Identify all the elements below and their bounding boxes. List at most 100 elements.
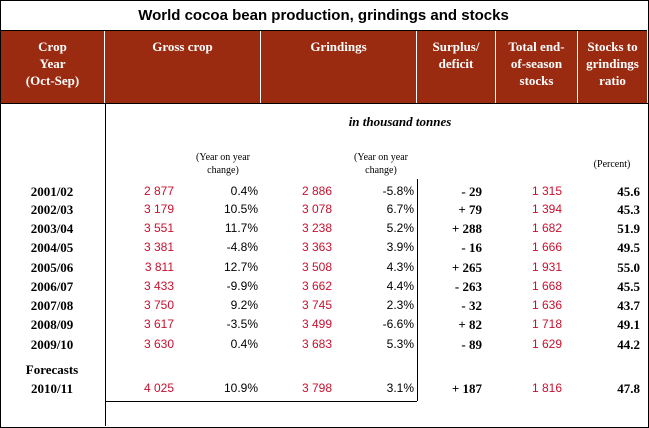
grind-change-cell: 4.3%	[386, 260, 414, 274]
gross-yoy-note: (Year on year change)	[182, 151, 264, 177]
gross-change-cell: -9.9%	[226, 279, 258, 293]
stocks-cell: 1 394	[531, 202, 562, 216]
gross-crop-cell: 2 877	[143, 184, 174, 198]
stocks-cell: 1 315	[531, 184, 562, 198]
stocks-cell: 1 816	[531, 381, 562, 395]
header-bottom-rule	[1, 103, 648, 104]
ratio-cell: 45.3	[617, 202, 640, 217]
header-surplus-line2: deficit	[438, 56, 474, 71]
header-crop-year: Crop Year (Oct-Sep)	[1, 31, 105, 103]
year-cell: 2008/09	[30, 317, 74, 332]
header-total-stocks-line2: of-season	[510, 56, 563, 71]
gross-crop-cell: 3 617	[143, 317, 174, 331]
grind-change-cell: 5.2%	[386, 221, 414, 235]
grind-change-cell: 3.1%	[386, 381, 414, 395]
grindings-cell: 3 499	[301, 317, 332, 331]
header-gross-crop: Gross crop	[105, 31, 261, 103]
gross-change-cell: 10.9%	[223, 381, 258, 395]
header-crop-year-line1: Crop	[38, 39, 67, 54]
gross-crop-cell: 3 179	[143, 202, 174, 216]
header-surplus: Surplus/ deficit	[417, 31, 496, 103]
ratio-cell: 45.6	[617, 184, 640, 199]
gross-yoy-note-line1: (Year on year	[196, 152, 250, 163]
gross-change-cell: 12.7%	[223, 260, 258, 274]
grindings-cell: 3 745	[301, 298, 332, 312]
year-cell: 2003/04	[30, 221, 74, 236]
ratio-cell: 49.1	[617, 317, 640, 332]
unit-label: in thousand tonnes	[348, 114, 452, 129]
header-crop-year-line3: (Oct-Sep)	[25, 73, 80, 88]
gross-change-cell: -3.5%	[226, 317, 258, 331]
forecast-row-rule	[105, 401, 417, 402]
grind-yoy-note: (Year on year change)	[340, 151, 422, 177]
grind-yoy-note-line1: (Year on year	[354, 152, 408, 163]
grindings-cell: 3 508	[301, 260, 332, 274]
gross-change-cell: 11.7%	[224, 221, 258, 235]
stocks-cell: 1 718	[531, 317, 562, 331]
surplus-cell: - 89	[461, 337, 482, 352]
gross-crop-cell: 3 433	[143, 279, 174, 293]
surplus-cell: - 263	[454, 279, 482, 294]
header-gross-crop-label: Gross crop	[152, 39, 213, 54]
gross-change-cell: 9.2%	[230, 298, 258, 312]
year-cell: 2007/08	[30, 298, 74, 313]
grindings-cell: 3 662	[301, 279, 332, 293]
year-cell: 2004/05	[30, 240, 74, 255]
header-total-stocks-line1: Total end-	[508, 39, 565, 54]
gross-change-cell: 0.4%	[230, 184, 258, 198]
gross-change-cell: 10.5%	[223, 202, 258, 216]
header-grindings-label: Grindings	[310, 39, 367, 54]
header-total-stocks-line3: stocks	[519, 73, 554, 88]
surplus-cell: + 187	[451, 381, 482, 396]
gross-crop-cell: 4 025	[143, 381, 174, 395]
ratio-cell: 43.7	[617, 298, 640, 313]
header-ratio-line2: grindings	[586, 56, 639, 71]
grind-change-cell: 3.9%	[386, 240, 414, 254]
grindings-cell: 3 798	[301, 381, 332, 395]
gross-change-cell: -4.8%	[226, 240, 258, 254]
percent-note: (Percent)	[593, 159, 631, 170]
header-ratio-line1: Stocks to	[587, 39, 638, 54]
surplus-cell: + 79	[458, 202, 482, 217]
stocks-cell: 1 668	[531, 279, 562, 293]
gross-change-cell: 0.4%	[230, 337, 258, 351]
year-column-rule	[105, 103, 106, 426]
stocks-cell: 1 636	[531, 298, 562, 312]
gross-crop-cell: 3 811	[144, 260, 174, 274]
grindings-cell: 3 078	[301, 202, 332, 216]
surplus-cell: + 288	[451, 221, 482, 236]
ratio-cell: 49.5	[617, 240, 640, 255]
gross-crop-cell: 3 381	[143, 240, 174, 254]
grindings-cell: 3 683	[301, 337, 332, 351]
grind-change-cell: 2.3%	[386, 298, 414, 312]
header-ratio-line3: ratio	[599, 73, 626, 88]
surplus-cell: + 265	[451, 260, 482, 275]
surplus-cell: + 82	[458, 317, 482, 332]
ratio-cell: 44.2	[617, 337, 640, 352]
stocks-cell: 1 682	[531, 221, 562, 235]
ratio-cell: 45.5	[617, 279, 640, 294]
grindings-cell: 2 886	[301, 184, 332, 198]
ratio-cell: 51.9	[617, 221, 640, 236]
header-grindings: Grindings	[261, 31, 417, 103]
ratio-cell: 55.0	[617, 260, 640, 275]
gross-crop-cell: 3 630	[143, 337, 174, 351]
header-total-stocks: Total end- of-season stocks	[496, 31, 578, 103]
header-crop-year-line2: Year	[39, 56, 66, 71]
surplus-cell: - 32	[461, 298, 482, 313]
year-cell: 2009/10	[30, 337, 74, 352]
header-ratio: Stocks to grindings ratio	[578, 31, 647, 103]
year-cell: 2010/11	[31, 381, 73, 396]
stocks-cell: 1 666	[531, 240, 562, 254]
surplus-column-rule	[417, 179, 418, 401]
table-title: World cocoa bean production, grindings a…	[0, 0, 647, 31]
year-cell: 2006/07	[30, 279, 74, 294]
header-surplus-line1: Surplus/	[432, 39, 480, 54]
year-cell: 2001/02	[30, 184, 74, 199]
gross-crop-cell: 3 750	[143, 298, 174, 312]
year-cell: 2002/03	[30, 202, 74, 217]
surplus-cell: - 16	[461, 240, 482, 255]
surplus-cell: - 29	[461, 184, 482, 199]
grind-change-cell: -5.8%	[382, 184, 414, 198]
gross-yoy-note-line2: change)	[207, 165, 239, 176]
